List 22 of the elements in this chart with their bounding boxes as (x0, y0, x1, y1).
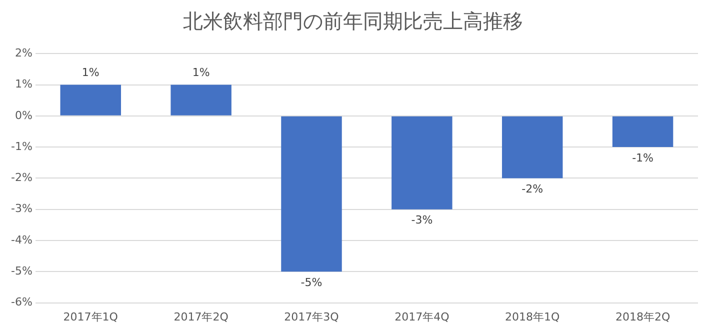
y-tick-label: 0% (14, 108, 32, 122)
y-tick-label: -3% (11, 202, 32, 216)
y-tick-label: 2% (14, 46, 32, 60)
data-label: -5% (300, 276, 322, 290)
chart-title: 北米飲料部門の前年同期比売上高推移 (182, 8, 524, 35)
y-tick-label: -5% (11, 264, 32, 278)
x-tick-label: 2017年4Q (394, 310, 450, 324)
data-label: 1% (192, 66, 210, 80)
y-tick-label: -4% (11, 233, 32, 246)
x-tick-label: 2018年2Q (615, 310, 670, 324)
x-tick-label: 2017年2Q (174, 310, 229, 324)
x-tick-label: 2018年1Q (505, 310, 560, 324)
y-tick-label: -2% (11, 171, 32, 184)
y-tick-label: 1% (14, 78, 32, 91)
y-tick-label: -6% (11, 296, 32, 309)
x-tick-label: 2017年3Q (284, 310, 340, 324)
data-label: -1% (632, 151, 654, 164)
data-label: 1% (82, 66, 100, 80)
data-label: -3% (411, 214, 433, 227)
y-tick-label: -1% (11, 140, 32, 153)
data-label: -2% (522, 182, 544, 196)
x-tick-label: 2017年1Q (63, 310, 118, 324)
